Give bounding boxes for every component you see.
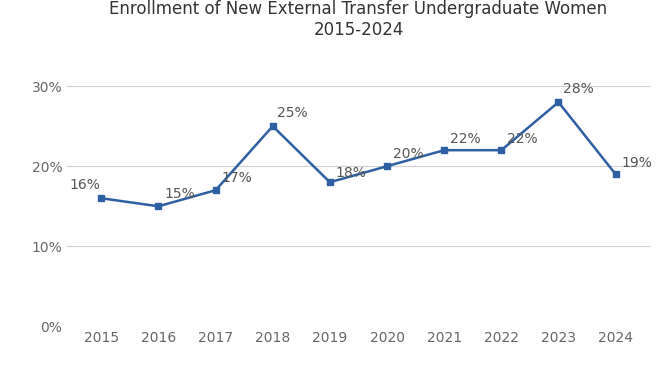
Text: 15%: 15% — [164, 187, 195, 201]
Title: Enrollment of New External Transfer Undergraduate Women
2015-2024: Enrollment of New External Transfer Unde… — [109, 0, 608, 39]
Text: 20%: 20% — [393, 147, 423, 161]
Text: 22%: 22% — [507, 132, 537, 146]
Text: 17%: 17% — [221, 171, 252, 185]
Text: 18%: 18% — [336, 166, 366, 180]
Text: 28%: 28% — [563, 81, 594, 96]
Text: 22%: 22% — [450, 132, 480, 146]
Text: 16%: 16% — [70, 178, 100, 192]
Text: 19%: 19% — [621, 156, 652, 170]
Text: 25%: 25% — [277, 106, 308, 119]
